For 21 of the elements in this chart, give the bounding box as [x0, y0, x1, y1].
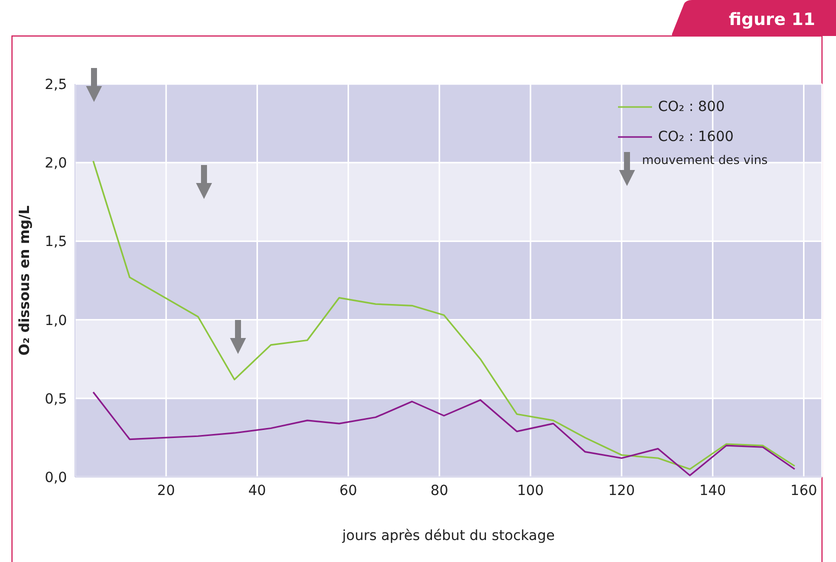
y-tick-label: 2,5	[44, 76, 67, 93]
x-tick-label: 40	[248, 482, 266, 499]
y-axis-title: O₂ dissous en mg/L	[16, 205, 33, 356]
x-tick-label: 120	[608, 482, 635, 499]
x-tick-label: 60	[339, 482, 358, 499]
x-tick-label: 100	[517, 482, 544, 499]
x-axis-title: jours après début du stockage	[341, 528, 555, 544]
x-tick-label: 80	[430, 482, 448, 499]
line-series	[92, 391, 796, 476]
x-tick-label: 20	[157, 482, 176, 499]
y-tick-label: 0,0	[44, 470, 67, 486]
y-tick-label: 1,0	[44, 312, 67, 329]
y-tick-label: 1,5	[44, 234, 67, 250]
legend-label: CO₂ : 800	[658, 98, 725, 117]
y-tick-label: 2,0	[44, 156, 67, 172]
y-tick-label: 0,5	[44, 391, 67, 408]
x-tick-label: 140	[699, 482, 726, 499]
chart-title: figure 11	[728, 10, 816, 30]
x-tick-label: 160	[790, 482, 818, 499]
legend-label: CO₂ : 1600	[658, 128, 734, 147]
annotation: mouvement des vins	[642, 152, 768, 168]
